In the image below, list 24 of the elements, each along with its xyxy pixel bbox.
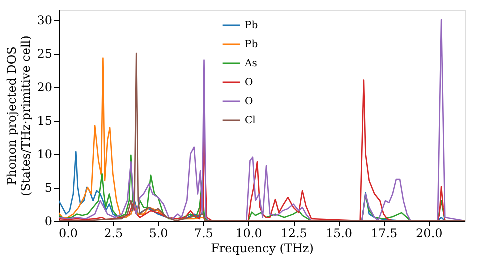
legend-label: O [245,96,254,108]
y-tick-label: 5 [44,181,52,196]
x-tick-label: 7.5 [194,226,214,240]
x-axis-title: Frequency (THz) [211,242,314,256]
x-tick-label: 0.0 [58,226,78,240]
y-tick-label: 10 [37,148,52,162]
legend-label: Pb [245,40,258,50]
legend-label: Cl [245,116,256,126]
legend-label: O [245,78,254,88]
y-tick-label: 20 [37,80,52,95]
legend-label: Pb [245,20,258,32]
x-tick-label: 5.0 [149,226,168,240]
y-axis-title: Phonon projected DOS (States/THz·primitive cell) [5,36,34,196]
y-tick-label: 0 [44,214,52,228]
x-tick-label: 15.0 [326,226,353,240]
y-tick-label: 15 [37,114,52,128]
x-tick-label: 2.5 [104,226,124,240]
x-tick-label: 17.5 [370,226,398,240]
y-tick-label: 30 [37,14,52,28]
x-tick-label: 20.0 [416,226,443,240]
y-tick-label: 25 [37,47,52,62]
x-tick-label: 12.5 [280,226,308,240]
x-tick-label: 10.0 [236,226,262,240]
legend-label: As [244,58,258,70]
